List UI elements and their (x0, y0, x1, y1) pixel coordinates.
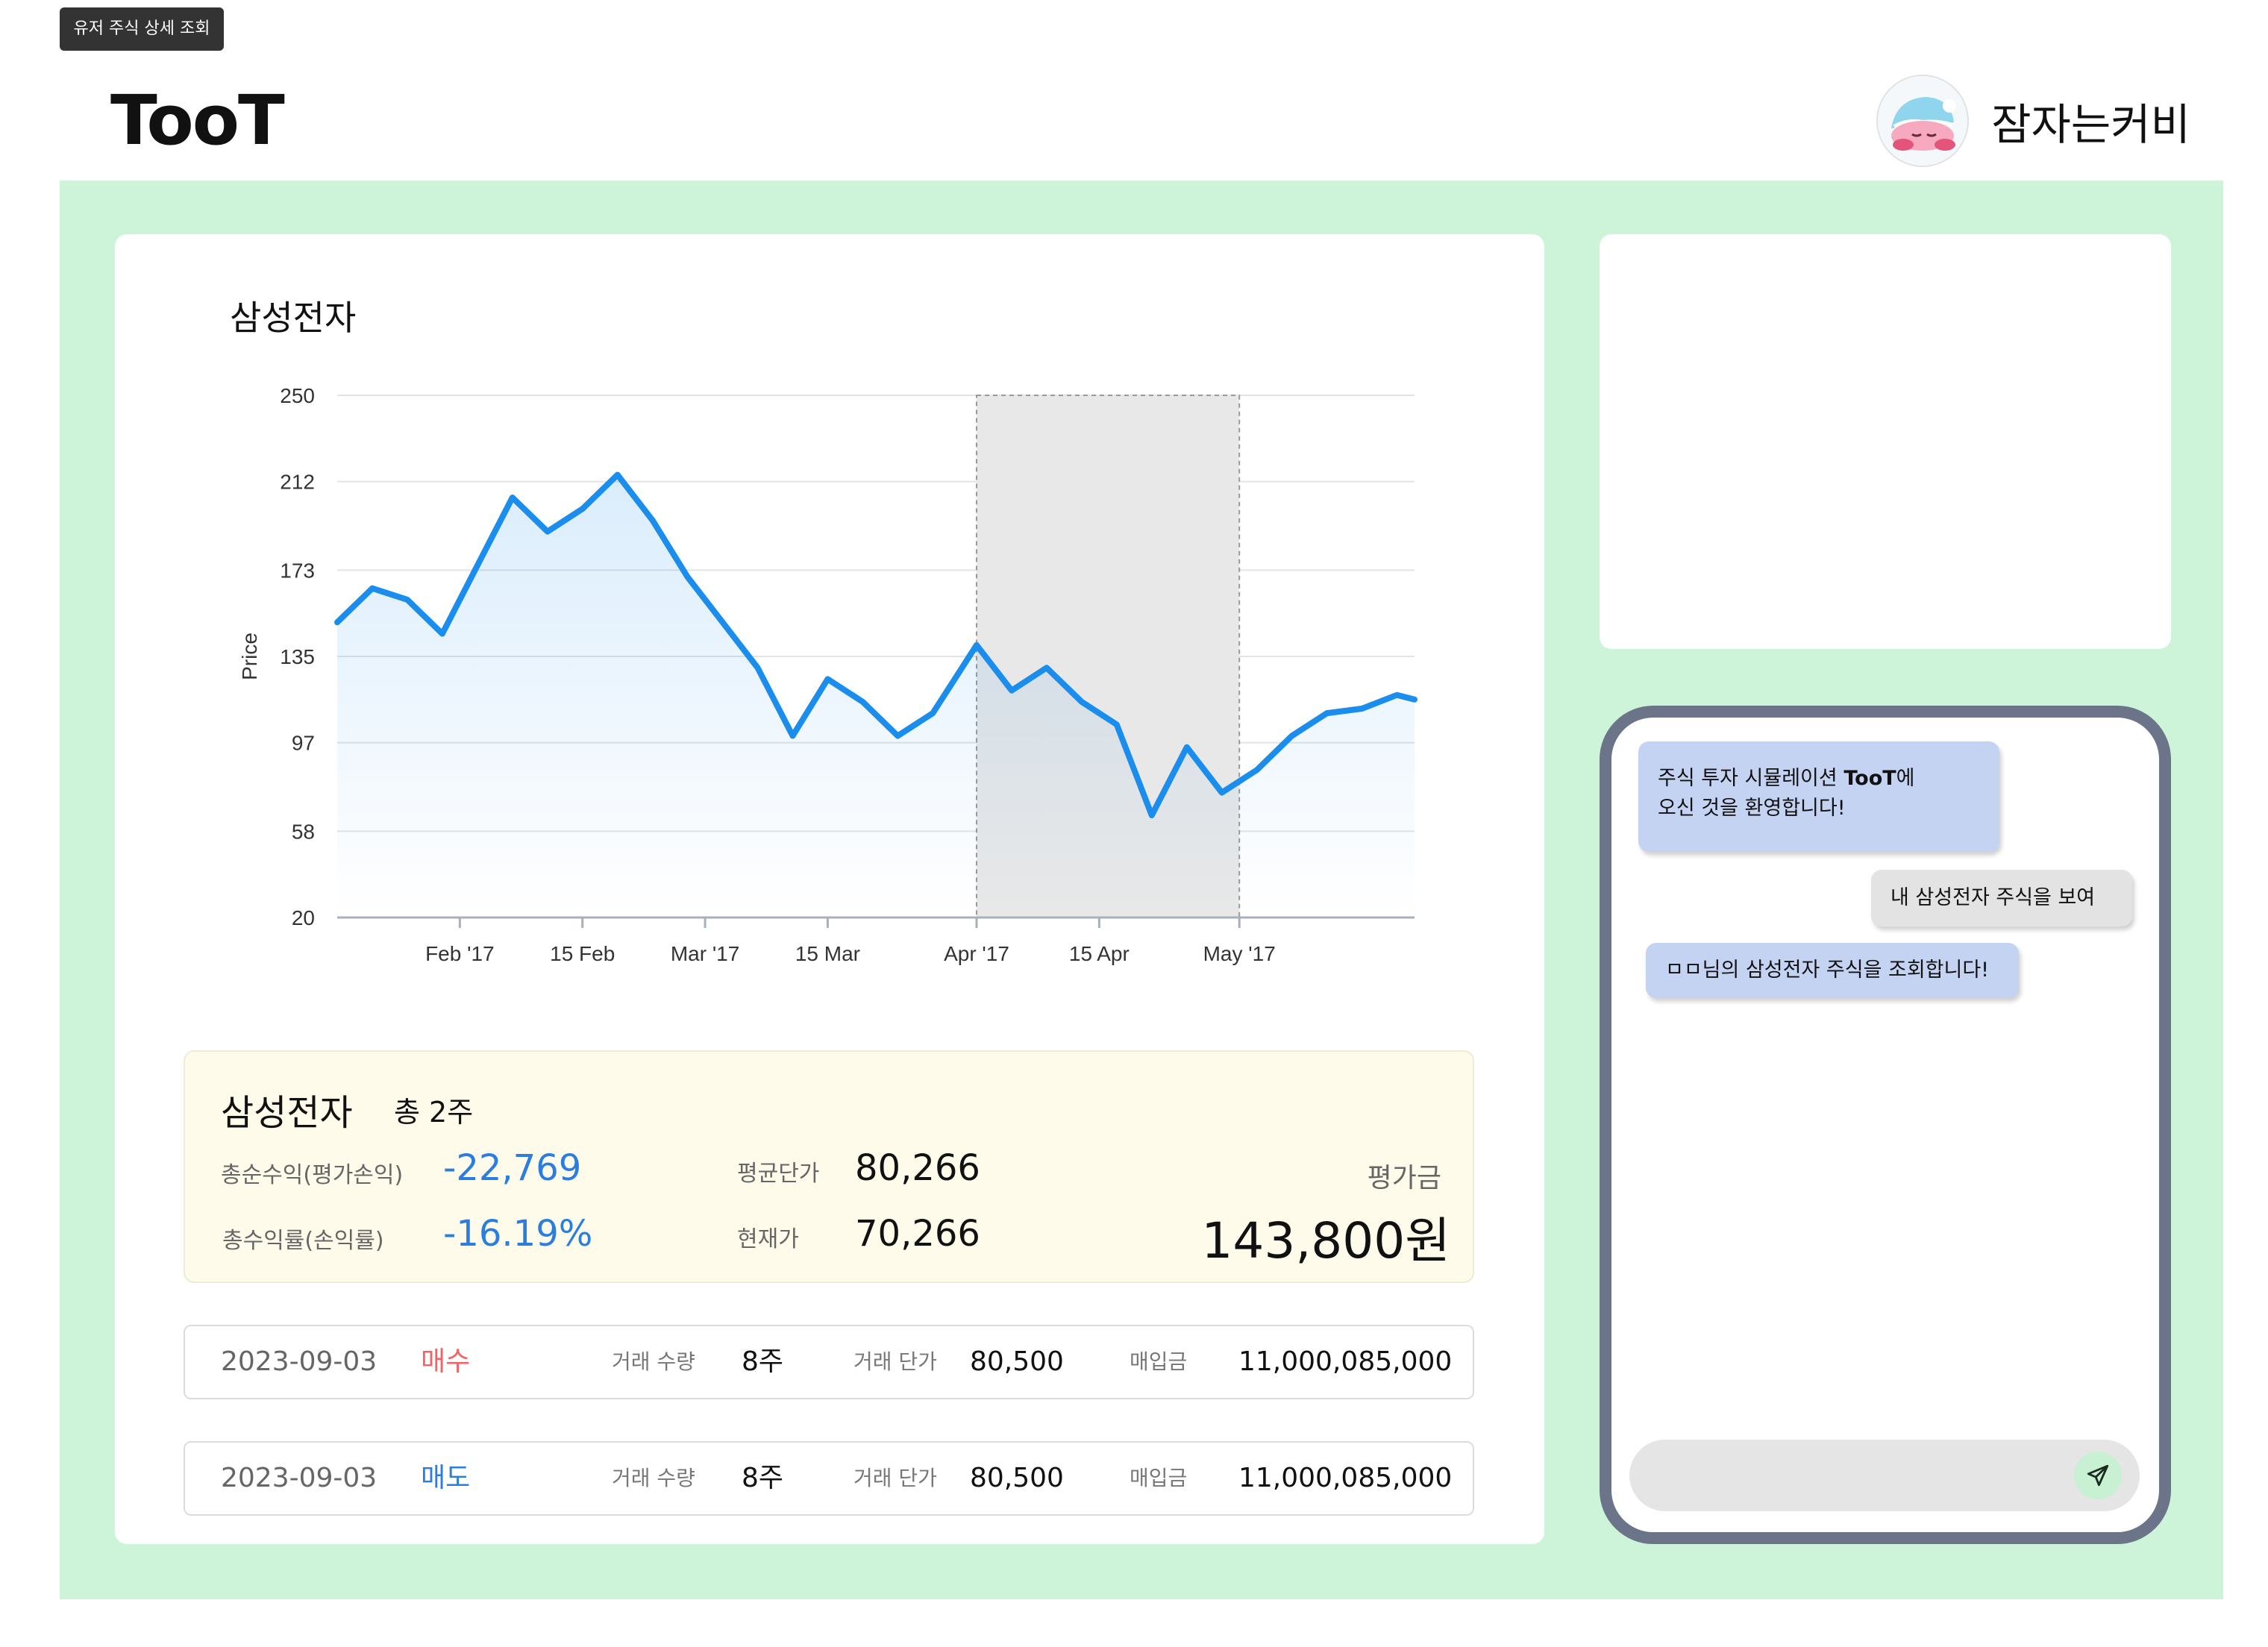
trade-qty-label: 거래 수량 (612, 1466, 695, 1490)
trade-type: 매수 (421, 1346, 471, 1377)
x-tick-label: 15 Feb (550, 942, 615, 965)
trade-price-label: 거래 단가 (853, 1349, 937, 1374)
trade-price: 80,500 (970, 1346, 1064, 1377)
sleeping-kirby-avatar[interactable] (1876, 75, 1970, 167)
chat-bubble-user: 내 삼성전자 주식을 보여줘 (1871, 870, 2132, 966)
y-tick-label: 135 (280, 645, 315, 668)
y-tick-label: 20 (292, 906, 315, 929)
x-tick-label: Mar '17 (671, 942, 740, 965)
summary-stock-name: 삼성전자 (221, 1092, 353, 1134)
x-tick-label: Apr '17 (944, 942, 1009, 965)
avg-price-value: 80,266 (855, 1147, 980, 1189)
trade-qty: 8주 (742, 1463, 784, 1493)
chat-text: 오신 것을 환영합니다! (1658, 797, 1846, 820)
y-axis-label: Price (238, 633, 261, 680)
price-series-line (334, 471, 1418, 818)
chat-text-bold: TooT (1843, 767, 1896, 790)
x-tick-label: 15 Mar (795, 942, 860, 965)
return-rate-label: 총수익률(손익률) (222, 1228, 384, 1254)
user-name: 잠자는커비 (1991, 99, 2190, 150)
send-button[interactable] (2074, 1452, 2122, 1499)
app-logo[interactable]: TooT (110, 81, 285, 160)
trade-amount: 11,000,085,000 (1238, 1463, 1453, 1493)
chat-text: 주식 투자 시뮬레이션 (1658, 767, 1844, 790)
chart-area-fill (337, 474, 1415, 917)
net-profit-label: 총순수익(평가손익) (221, 1162, 404, 1188)
net-profit-value: -22,769 (443, 1147, 582, 1189)
chat-input[interactable] (1629, 1440, 2140, 1511)
evaluation-label: 평가금 (1367, 1163, 1441, 1193)
x-tick-label: Feb '17 (425, 942, 495, 965)
trade-qty: 8주 (742, 1346, 784, 1377)
paper-plane-icon (2087, 1464, 2109, 1487)
chat-bubble-bot: 주식 투자 시뮬레이션 TooT에 오신 것을 환영합니다! (1638, 741, 1999, 852)
y-tick-label: 212 (280, 471, 315, 494)
trade-amount-label: 매입금 (1130, 1349, 1188, 1374)
side-panel-card (1600, 234, 2171, 649)
trade-row[interactable]: 2023-09-03 매도 거래 수량 8주 거래 단가 80,500 매입금 … (184, 1441, 1474, 1516)
trade-qty-label: 거래 수량 (612, 1349, 695, 1374)
chat-bubble-bot: ㅁㅁ님의 삼성전자 주식을 조회합니다! (1646, 943, 2019, 998)
trade-price-label: 거래 단가 (853, 1466, 937, 1490)
chat-text: 에 (1896, 767, 1915, 790)
return-rate-value: -16.19% (443, 1213, 593, 1255)
trade-date: 2023-09-03 (221, 1463, 378, 1493)
avatar-illustration (1878, 76, 1968, 166)
page-tag: 유저 주식 상세 조회 (60, 7, 224, 51)
chart-stock-title: 삼성전자 (230, 298, 357, 338)
trade-date: 2023-09-03 (221, 1346, 378, 1377)
x-tick-label: 15 Apr (1069, 942, 1130, 965)
trade-price: 80,500 (970, 1463, 1064, 1493)
summary-share-count: 총 2주 (394, 1096, 474, 1129)
trade-amount: 11,000,085,000 (1238, 1346, 1453, 1377)
y-tick-label: 58 (292, 820, 315, 843)
trade-amount-label: 매입금 (1130, 1466, 1188, 1490)
trade-row[interactable]: 2023-09-03 매수 거래 수량 8주 거래 단가 80,500 매입금 … (184, 1325, 1474, 1399)
y-tick-label: 173 (280, 559, 315, 582)
x-tick-label: May '17 (1203, 942, 1276, 965)
current-price-value: 70,266 (855, 1213, 980, 1255)
current-price-label: 현재가 (737, 1226, 799, 1252)
user-profile[interactable]: 잠자는커비 (1876, 75, 2190, 167)
trade-type: 매도 (421, 1463, 471, 1493)
evaluation-value: 143,800원 (1201, 1212, 1450, 1270)
holding-summary: 삼성전자 총 2주 총순수익(평가손익) -22,769 총수익률(손익률) -… (184, 1050, 1474, 1283)
y-tick-label: 97 (292, 732, 315, 755)
price-chart[interactable]: 20 58 97 135 173 212 250 Feb '17 15 Feb Mar '17 15… (224, 373, 1462, 985)
y-tick-label: 250 (280, 384, 315, 407)
avg-price-label: 평균단가 (737, 1161, 820, 1187)
